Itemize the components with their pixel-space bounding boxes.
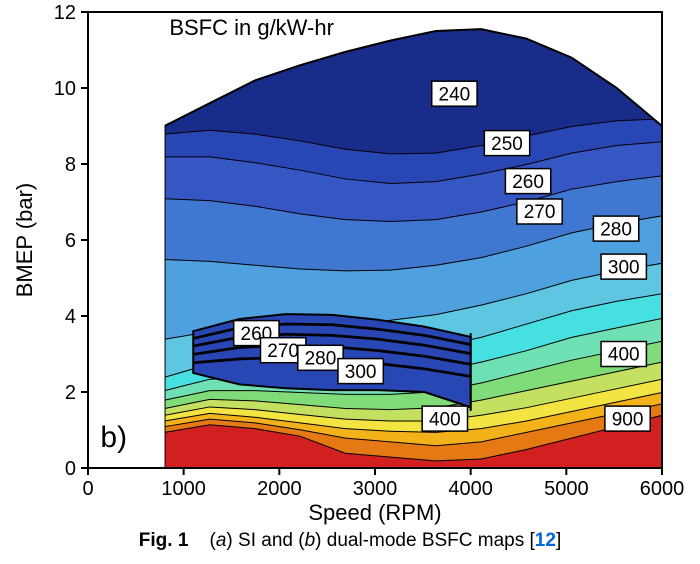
y-tick-label: 10 — [54, 78, 76, 100]
panel-letter: b) — [100, 421, 127, 454]
y-tick-label: 12 — [54, 2, 76, 24]
x-axis-title: Speed (RPM) — [308, 500, 441, 525]
caption-b: b — [305, 530, 316, 551]
plot-area — [88, 12, 662, 468]
y-tick-label: 6 — [65, 230, 76, 252]
x-tick-label: 4000 — [448, 478, 493, 500]
caption-mid1: ) SI and ( — [226, 530, 304, 551]
caption-a: a — [216, 530, 227, 551]
y-tick-label: 0 — [65, 458, 76, 480]
contour-label: 250 — [491, 134, 523, 155]
inset-text: BSFC in g/kW-hr — [169, 15, 334, 40]
y-tick-label: 8 — [65, 154, 76, 176]
x-tick-label: 6000 — [640, 478, 685, 500]
contour-label: 280 — [600, 219, 632, 240]
bsfc-map-figure: 0 1000 2000 3000 4000 5000 6000 0 2 4 6 8 10 12 Speed … — [0, 0, 700, 559]
caption-ref-link[interactable]: 12 — [535, 530, 556, 551]
contour-label: 240 — [439, 84, 471, 105]
contour-label: 400 — [429, 409, 461, 430]
contour-label: 400 — [608, 345, 640, 366]
caption-mid2: ) dual-mode BSFC maps [ — [315, 530, 535, 551]
contour-label: 260 — [512, 172, 544, 193]
contour-label: 300 — [345, 362, 377, 383]
contour-label: 270 — [267, 341, 299, 362]
contour-label: 270 — [524, 202, 556, 223]
x-tick-label: 1000 — [161, 478, 206, 500]
x-tick-label: 3000 — [353, 478, 398, 500]
contour-label: 900 — [612, 409, 644, 430]
caption-fig: Fig. 1 — [139, 530, 189, 551]
caption-suffix: ] — [556, 530, 561, 551]
y-tick-label: 4 — [65, 306, 76, 328]
y-tick-label: 2 — [65, 382, 76, 404]
y-axis-title: BMEP (bar) — [12, 183, 37, 298]
contour-label: 300 — [608, 257, 640, 278]
x-tick-label: 2000 — [257, 478, 302, 500]
contour-label: 280 — [305, 348, 337, 369]
x-tick-label: 5000 — [544, 478, 589, 500]
x-tick-label: 0 — [82, 478, 93, 500]
figure-caption: Fig. 1 (a) SI and (b) dual-mode BSFC map… — [0, 530, 700, 552]
